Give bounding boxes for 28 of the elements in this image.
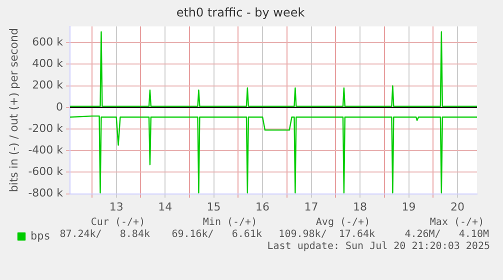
y-tick-label: -600 k	[28, 165, 64, 178]
chart-title: eth0 traffic - by week	[176, 5, 305, 20]
y-axis-title: bits in (-) / out (+) per second	[7, 28, 20, 192]
text: Max (-/+)	[430, 217, 484, 228]
text: Cur (-/+)	[90, 217, 146, 228]
text: 69.16k/ 6.61k	[172, 229, 262, 240]
text: 4.26M/ 4.10M	[404, 229, 489, 240]
x-tick-label: 16	[256, 200, 270, 214]
x-tick-label: 17	[304, 200, 318, 214]
legend-label: bps	[30, 229, 50, 242]
text: Last update: Sun Jul 20 21:20:03 2025	[267, 241, 490, 252]
x-tick-label: 14	[158, 200, 172, 214]
y-tick-label: -200 k	[28, 122, 64, 135]
x-tick-label: 20	[450, 200, 465, 214]
text: Min (-/+)	[202, 217, 258, 228]
y-tick-label: -400 k	[28, 143, 64, 156]
x-tick-label: 13	[109, 200, 124, 214]
x-tick-label: 15	[206, 200, 221, 214]
y-tick-label: 200 k	[32, 78, 64, 92]
text: Avg (-/+)	[316, 217, 370, 228]
y-tick-label: 600 k	[32, 35, 64, 48]
x-tick-label: 19	[402, 200, 416, 214]
y-tick-label: 400 k	[32, 57, 64, 70]
text: 109.98k/ 17.64k	[278, 229, 375, 240]
y-tick-label: 0	[56, 100, 64, 114]
y-tick-label: -800 k	[28, 186, 64, 200]
text: 87.24k/ 8.84k	[60, 229, 150, 240]
x-tick-label: 18	[353, 200, 368, 214]
